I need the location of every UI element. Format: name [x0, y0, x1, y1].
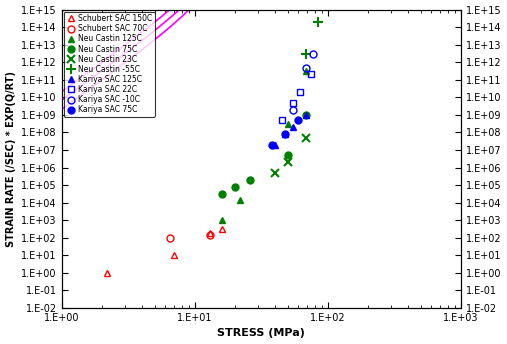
Y-axis label: STRAIN RATE (/SEC) * EXP(Q/RT): STRAIN RATE (/SEC) * EXP(Q/RT)	[6, 71, 16, 247]
Line: Schubert SAC 150C: Schubert SAC 150C	[104, 226, 226, 276]
Kariya SAC 22C	[297, 90, 303, 94]
Neu Castin 75C	[247, 178, 253, 182]
Neu Castin 125C	[219, 218, 225, 222]
Kariya SAC -10C	[290, 108, 296, 112]
Kariya SAC -10C	[303, 65, 309, 69]
Kariya SAC 125C	[290, 125, 296, 129]
Kariya SAC 75C	[269, 143, 275, 147]
Neu Castin -55C	[315, 20, 321, 24]
Neu Castin 125C	[285, 122, 291, 126]
Line: Kariya SAC 125C: Kariya SAC 125C	[271, 111, 309, 148]
X-axis label: STRESS (MPa): STRESS (MPa)	[218, 329, 305, 338]
Neu Castin -55C	[303, 52, 309, 56]
Line: Kariya SAC 75C: Kariya SAC 75C	[268, 117, 302, 148]
Line: Kariya SAC -10C: Kariya SAC -10C	[290, 50, 317, 113]
Kariya SAC 125C	[272, 143, 278, 147]
Kariya SAC 125C	[282, 132, 288, 136]
Neu Castin 75C	[285, 153, 291, 157]
Kariya SAC 125C	[303, 113, 309, 117]
Neu Castin 75C	[303, 113, 309, 117]
Legend: Schubert SAC 150C, Schubert SAC 70C, Neu Castin 125C, Neu Castin 75C, Neu Castin: Schubert SAC 150C, Schubert SAC 70C, Neu…	[64, 12, 155, 117]
Line: Neu Castin 125C: Neu Castin 125C	[219, 68, 309, 224]
Schubert SAC 150C	[104, 271, 110, 275]
Schubert SAC 70C	[207, 233, 213, 237]
Kariya SAC 75C	[282, 132, 288, 136]
Neu Castin 23C	[303, 136, 309, 140]
Neu Castin 23C	[285, 160, 291, 164]
Neu Castin 75C	[232, 185, 238, 189]
Kariya SAC 75C	[295, 118, 301, 122]
Line: Kariya SAC 22C: Kariya SAC 22C	[278, 71, 315, 123]
Neu Castin 125C	[303, 69, 309, 74]
Neu Castin 75C	[219, 192, 225, 196]
Neu Castin 125C	[237, 197, 243, 202]
Kariya SAC -10C	[310, 52, 316, 56]
Kariya SAC 22C	[290, 100, 296, 105]
Line: Neu Castin 75C: Neu Castin 75C	[219, 111, 309, 198]
Schubert SAC 150C	[207, 230, 213, 235]
Kariya SAC 22C	[308, 73, 314, 77]
Line: Neu Castin -55C: Neu Castin -55C	[301, 17, 323, 59]
Kariya SAC 22C	[279, 118, 285, 122]
Line: Neu Castin 23C: Neu Castin 23C	[271, 133, 310, 177]
Schubert SAC 150C	[171, 253, 177, 257]
Neu Castin 23C	[272, 171, 278, 175]
Schubert SAC 150C	[219, 227, 225, 232]
Schubert SAC 70C	[167, 236, 173, 240]
Line: Schubert SAC 70C: Schubert SAC 70C	[166, 231, 213, 241]
